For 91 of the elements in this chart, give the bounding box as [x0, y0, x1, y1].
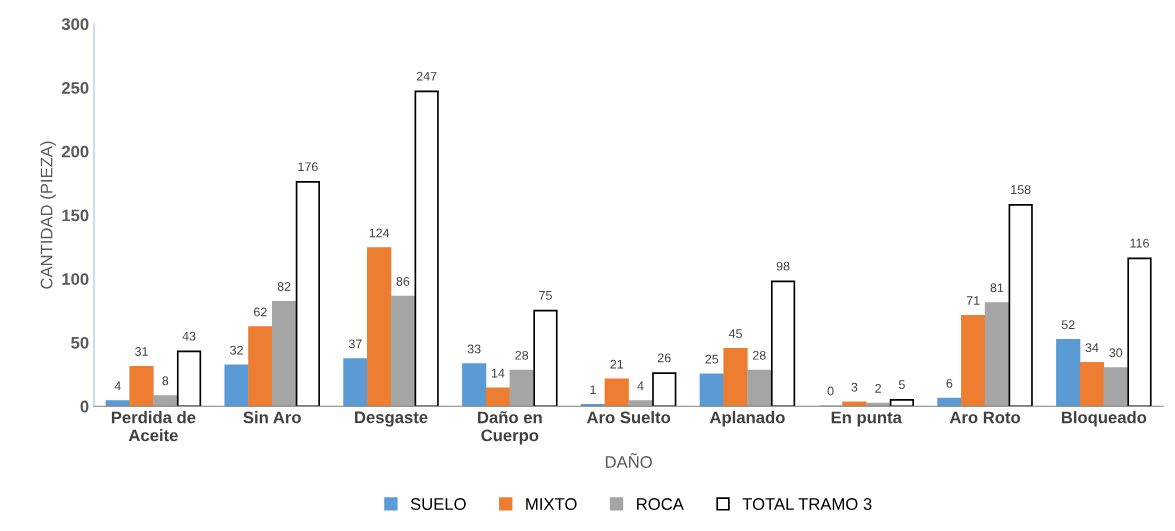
bar — [414, 90, 439, 407]
bar — [652, 372, 677, 407]
bar — [153, 395, 178, 407]
data-label: 124 — [369, 228, 390, 238]
data-label: 82 — [277, 282, 291, 291]
legend-label: SUELO — [410, 498, 466, 510]
bar — [533, 309, 558, 407]
bar — [509, 369, 534, 407]
data-label: 21 — [610, 359, 624, 369]
data-label: 25 — [705, 354, 719, 364]
bar — [723, 348, 748, 407]
y-tick-label: 300 — [61, 18, 89, 31]
data-label: 33 — [467, 344, 481, 354]
data-label: 32 — [230, 345, 243, 355]
data-label: 8 — [162, 376, 169, 386]
bar — [937, 397, 962, 407]
data-label: 28 — [752, 350, 766, 360]
x-tick-label: Daño en Cuerpo — [478, 411, 542, 445]
bar — [295, 181, 320, 407]
data-label: 176 — [298, 162, 318, 172]
x-tick-label: Bloqueado — [1061, 411, 1147, 427]
bar — [1127, 257, 1152, 407]
data-label: 2 — [875, 384, 881, 393]
x-tick-label: Aro Roto — [949, 411, 1021, 424]
data-label: 6 — [946, 378, 953, 388]
data-label: 52 — [1061, 320, 1075, 330]
data-label: 43 — [182, 331, 196, 341]
bar — [1079, 362, 1105, 407]
x-tick-label: Perdida de Aceite — [111, 411, 196, 442]
y-tick-label: 250 — [61, 82, 89, 94]
data-label: 30 — [1109, 348, 1123, 358]
bar — [699, 373, 724, 407]
bar — [129, 365, 154, 407]
bar — [747, 369, 772, 407]
data-label: 28 — [515, 350, 529, 360]
data-label: 1 — [590, 385, 596, 395]
x-tick-label: Sin Aro — [243, 411, 301, 424]
x-axis-title: DAÑO — [605, 453, 652, 468]
legend-label: MIXTO — [526, 498, 577, 510]
bar — [105, 400, 130, 407]
data-label: 3 — [851, 382, 858, 392]
bar — [984, 302, 1010, 407]
x-tick-label: Desgaste — [355, 411, 428, 427]
y-tick-label: 150 — [62, 209, 89, 222]
data-label: 86 — [396, 276, 410, 286]
data-label: 0 — [827, 386, 834, 396]
bar — [770, 280, 796, 407]
bar — [367, 247, 392, 407]
x-tick-label: Aro Suelto — [586, 411, 671, 424]
data-label: 98 — [776, 261, 790, 271]
bar — [224, 364, 249, 407]
bar — [343, 358, 368, 407]
bar — [604, 378, 629, 407]
y-tick-label: 0 — [80, 400, 89, 413]
data-label: 5 — [898, 380, 905, 390]
data-label: 81 — [990, 283, 1004, 293]
x-tick-label: En punta — [831, 411, 902, 427]
bar — [271, 300, 297, 407]
data-label: 4 — [114, 381, 121, 391]
y-tick-label: 200 — [61, 145, 89, 158]
y-tick-label: 100 — [62, 273, 89, 285]
legend-label: TOTAL TRAMO 3 — [742, 498, 872, 510]
data-label: 14 — [491, 368, 505, 378]
y-tick-label: 50 — [71, 336, 89, 349]
data-label: 31 — [135, 347, 148, 356]
legend-label: ROCA — [637, 498, 684, 510]
data-label: 71 — [966, 296, 980, 305]
data-label: 62 — [254, 307, 267, 317]
bar — [1008, 204, 1033, 407]
data-label: 4 — [637, 381, 644, 391]
bar — [1103, 367, 1128, 407]
bar — [865, 402, 891, 407]
data-label: 116 — [1130, 238, 1149, 248]
bar — [628, 400, 653, 407]
x-tick-label: Aplanado — [709, 411, 785, 427]
bar — [485, 387, 511, 407]
bar — [462, 363, 487, 407]
data-label: 37 — [348, 339, 362, 349]
data-label: 34 — [1085, 343, 1099, 353]
y-axis-title: CANTIDAD (PIEZA) — [40, 141, 56, 289]
bar — [1056, 339, 1081, 407]
bar — [176, 350, 202, 407]
data-label: 26 — [657, 353, 671, 363]
data-label: 75 — [539, 291, 552, 300]
bar — [390, 295, 416, 407]
data-label: 45 — [728, 329, 742, 339]
bar — [961, 314, 986, 407]
bar — [889, 399, 914, 407]
bar — [248, 326, 273, 407]
data-label: 158 — [1011, 185, 1031, 195]
data-label: 247 — [416, 71, 437, 81]
